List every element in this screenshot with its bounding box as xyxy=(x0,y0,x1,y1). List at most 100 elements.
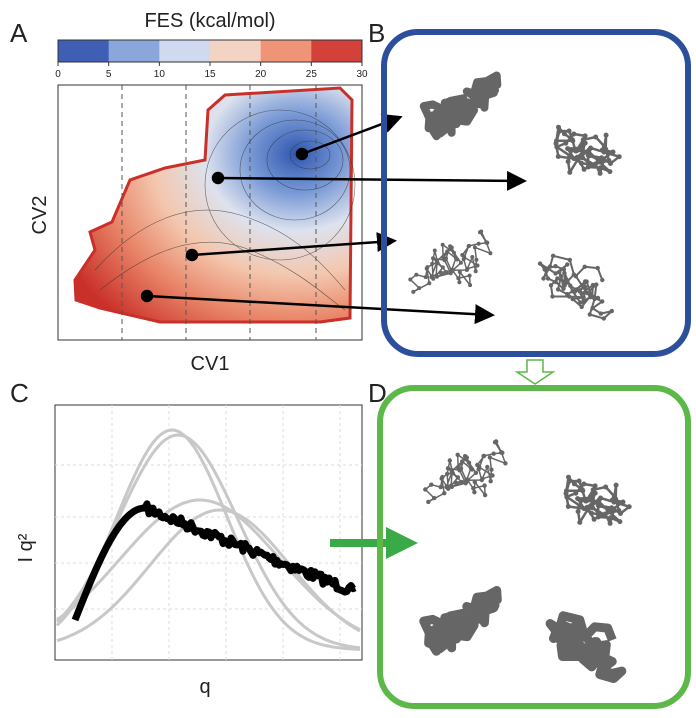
bead xyxy=(556,124,561,130)
colorbar-tick-label: 20 xyxy=(255,69,267,80)
bead xyxy=(488,251,493,256)
bead xyxy=(609,505,615,511)
bead xyxy=(541,276,546,281)
bead xyxy=(423,275,428,280)
colorbar-tick-label: 30 xyxy=(356,69,368,80)
bead xyxy=(588,510,594,516)
bead xyxy=(484,240,489,245)
bead xyxy=(571,481,577,487)
bead xyxy=(491,451,496,456)
panel-label: D xyxy=(368,378,387,408)
bead xyxy=(439,476,444,481)
bead xyxy=(587,153,593,159)
bead xyxy=(592,296,597,302)
bead xyxy=(460,459,465,464)
colorbar: 0 5 10 15 20 25 30 xyxy=(55,39,368,80)
bead xyxy=(585,164,591,170)
bead xyxy=(464,268,469,272)
bead xyxy=(587,312,592,317)
bead xyxy=(426,499,431,505)
colorbar-title: FES (kcal/mol) xyxy=(144,10,275,32)
bead xyxy=(599,155,605,161)
bead xyxy=(455,452,460,457)
bead xyxy=(561,286,566,291)
dashed-lines xyxy=(121,85,317,340)
bead xyxy=(565,159,571,164)
bead xyxy=(563,491,569,496)
bead xyxy=(452,250,456,255)
bead xyxy=(553,264,558,269)
fit-curve xyxy=(56,498,361,632)
bead xyxy=(563,140,569,146)
y-axis-label: CV2 xyxy=(29,196,51,235)
bead xyxy=(542,267,547,272)
bead xyxy=(468,283,473,288)
bead xyxy=(599,513,605,519)
bead xyxy=(462,454,468,459)
fes-surface xyxy=(73,86,354,324)
bead xyxy=(582,140,588,146)
bead xyxy=(440,242,445,247)
bead xyxy=(567,153,573,159)
bead xyxy=(446,486,451,491)
bead xyxy=(553,279,558,285)
bead xyxy=(582,279,588,284)
chain xyxy=(419,71,502,141)
saxs-curves xyxy=(55,428,361,651)
bead xyxy=(594,282,599,287)
bead xyxy=(503,461,508,466)
bead xyxy=(553,271,558,276)
colorbar-tick-label: 25 xyxy=(306,69,318,80)
bead xyxy=(568,283,573,288)
bead xyxy=(456,276,461,281)
bead xyxy=(474,257,479,262)
bead xyxy=(444,256,448,261)
bead xyxy=(574,287,579,292)
bead xyxy=(561,131,567,137)
bead xyxy=(453,480,458,485)
bead xyxy=(597,170,603,176)
bead xyxy=(611,499,617,505)
colorbar-tick-label: 5 xyxy=(106,69,112,80)
bead xyxy=(557,270,562,275)
bead xyxy=(573,148,579,154)
panel-label: B xyxy=(368,18,385,48)
bead xyxy=(555,287,561,292)
bead xyxy=(488,479,493,484)
bead xyxy=(476,467,481,472)
bead xyxy=(438,484,443,490)
bead xyxy=(457,280,462,285)
bead xyxy=(578,160,584,166)
bead xyxy=(597,503,603,509)
bead xyxy=(417,286,422,291)
bead xyxy=(453,256,458,261)
bead xyxy=(548,283,554,288)
colorbar-tick-label: 10 xyxy=(154,69,166,80)
bead xyxy=(575,509,581,514)
bead xyxy=(577,155,583,160)
bead xyxy=(467,273,472,278)
bead xyxy=(455,475,461,480)
chain xyxy=(419,586,502,656)
bead xyxy=(616,154,622,160)
bead xyxy=(444,270,449,275)
bead xyxy=(473,269,478,274)
bead xyxy=(590,495,595,501)
bead xyxy=(576,478,582,484)
bead xyxy=(445,249,450,254)
bead xyxy=(581,481,587,487)
bead xyxy=(555,276,560,281)
bead xyxy=(457,270,462,274)
bead xyxy=(464,477,470,482)
bead xyxy=(556,128,562,134)
bead xyxy=(607,169,613,175)
bead xyxy=(566,478,572,484)
bead xyxy=(607,520,613,526)
bead xyxy=(435,258,439,263)
bead xyxy=(585,290,590,296)
bead xyxy=(440,265,445,270)
bead xyxy=(596,497,602,503)
bead xyxy=(582,133,588,139)
bead xyxy=(481,453,486,459)
bead xyxy=(430,261,435,266)
